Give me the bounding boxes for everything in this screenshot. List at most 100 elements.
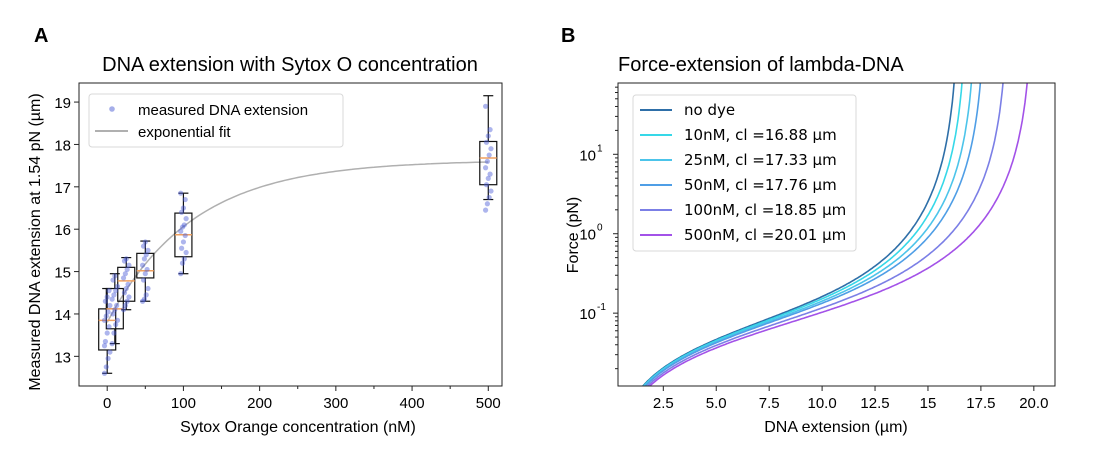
x-tick-label: 12.5 [860,395,889,412]
y-tick-label: 10 [579,147,596,164]
data-point [111,330,117,336]
data-point [109,296,115,302]
chart-a-x-axis: 0 100 200 300 400 500 [103,386,501,412]
data-point [109,341,115,347]
legend-label: 10nM, cl =16.88 µm [684,126,837,144]
data-point [101,343,108,349]
y-tick-label: 17 [54,180,71,197]
legend-entry: no dye [640,101,735,119]
points-500nM [482,103,494,213]
legend-label: 25nM, cl =17.33 µm [684,151,837,169]
legend-marker-measured [109,106,115,112]
data-point [483,182,490,188]
data-point [113,321,119,328]
chart-b-y-label: Force (pN) [565,197,582,273]
legend-label: 500nM, cl =20.01 µm [684,226,846,244]
data-point [107,302,113,309]
data-point [105,355,111,362]
data-point [102,338,108,345]
data-point [485,175,491,181]
x-tick-label: 500 [476,395,501,412]
data-point [126,262,132,268]
data-point [141,256,148,262]
data-point [124,298,130,304]
data-point [142,239,148,245]
y-tick-label: 13 [54,349,71,366]
data-point [122,302,128,309]
y-tick-exponent: -1 [597,302,606,313]
data-point [120,275,127,281]
chart-b-title: Force-extension of lambda-DNA [618,54,904,76]
data-point [487,171,493,177]
x-tick-label: 15 [920,395,937,412]
panel-b: B Force-extension of lambda-DNA 2.5 5.0 7.… [561,25,1056,436]
legend-label: 100nM, cl =18.85 µm [684,201,846,219]
points-100nM [178,190,189,277]
chart-b-legend-box [632,94,857,252]
data-point [484,158,490,164]
x-tick-label: 7.5 [759,395,780,412]
x-tick-label: 2.5 [653,395,674,412]
data-point [111,292,117,298]
chart-b-x-label: DNA extension (µm) [764,419,907,436]
x-tick-label: 200 [247,395,272,412]
y-tick-label: 18 [54,137,71,154]
data-point [180,239,187,245]
points-10nM [109,273,121,347]
data-point [114,302,120,309]
data-point [143,252,149,258]
data-point [179,245,185,251]
data-point [113,288,119,294]
data-point [106,324,112,330]
data-point [178,271,184,277]
panel-label-a: A [34,25,48,47]
y-tick-label: 19 [54,95,71,112]
legend-entry: 100nM, cl =18.85 µm [640,201,846,219]
data-point [486,152,492,158]
data-point [126,294,132,300]
data-point [143,292,149,298]
chart-a-legend-box [88,93,344,148]
panel-label-b: B [561,25,575,47]
box-25nM [117,256,136,311]
points-50nM [140,239,151,304]
series-line-100nM [646,83,1004,386]
box-500nM [479,95,498,201]
data-point [179,260,186,266]
chart-a-frame [78,82,503,387]
x-tick-label: 300 [323,395,348,412]
data-point [125,281,131,287]
legend-entry: 10nM, cl =16.88 µm [640,126,837,144]
data-point [105,309,111,315]
legend-entry: 25nM, cl =17.33 µm [640,151,837,169]
legend-label-measured: measured DNA extension [138,102,308,119]
data-point [182,196,188,203]
data-point [482,165,489,171]
x-tick-label: 20.0 [1019,395,1048,412]
data-point [140,277,147,283]
y-tick-exponent: 0 [597,223,603,234]
series-line-500nM [648,83,1028,386]
data-point [122,271,128,277]
panel-a: A DNA extension with Sytox O concentrati… [27,25,503,436]
data-point [181,222,187,228]
data-point [488,188,494,194]
x-tick-label: 5.0 [706,395,727,412]
x-tick-label: 400 [400,395,425,412]
data-point [107,349,113,355]
legend-label-fit: exponential fit [138,124,231,141]
chart-a-plot-area [98,95,498,376]
data-point [179,209,185,215]
data-point [140,298,146,304]
box-iqr [479,140,498,186]
data-point [110,311,116,317]
chart-a-title: DNA extension with Sytox O concentration [102,54,478,76]
data-point [140,243,147,249]
chart-b-legend: no dye 10nM, cl =16.88 µm 25nM, cl =17.33 … [632,94,857,252]
data-point [487,127,493,133]
y-tick-label: 15 [54,265,71,282]
legend-label: 50nM, cl =17.76 µm [684,176,837,194]
data-point [114,283,121,290]
series-line-25nM [643,83,973,386]
